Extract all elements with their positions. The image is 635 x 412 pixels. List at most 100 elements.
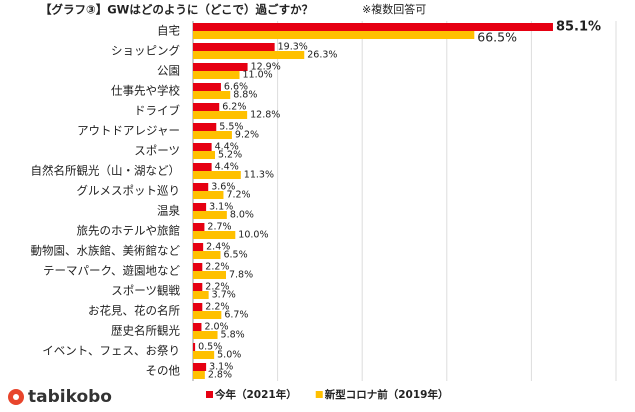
bar: [193, 351, 215, 359]
value-label: 66.5%: [477, 30, 517, 45]
bar: [193, 23, 553, 31]
bar: [193, 251, 221, 259]
category-label: 仕事先や学校: [111, 84, 180, 98]
category-label: 自然名所観光（山・湖など）: [31, 164, 181, 178]
bar: [193, 111, 248, 119]
category-label: ショッピング: [111, 44, 180, 58]
value-label: 12.9%: [251, 62, 281, 73]
value-label: 11.3%: [244, 170, 274, 181]
legend-swatch: [206, 391, 213, 398]
bar: [193, 223, 205, 231]
category-label: スポーツ: [134, 144, 180, 158]
category-label: 動物園、水族館、美術館など: [31, 244, 181, 258]
value-label: 10.0%: [238, 230, 268, 241]
bar: [193, 123, 217, 131]
value-label: 6.7%: [224, 310, 248, 321]
value-label: 7.2%: [226, 190, 250, 201]
chart-note: ※複数回答可: [362, 2, 426, 16]
bar: [193, 243, 204, 251]
bar: [193, 363, 207, 371]
value-label: 6.5%: [223, 250, 247, 261]
value-label: 3.1%: [209, 362, 233, 373]
value-label: 0.5%: [198, 342, 222, 353]
legend-label: 今年（2021年）: [214, 388, 297, 401]
bar: [193, 51, 305, 59]
bar: [193, 343, 196, 351]
bar: [193, 303, 203, 311]
logo: tabikobo: [8, 387, 112, 407]
value-label: 2.8%: [208, 370, 232, 381]
bar: [193, 43, 275, 51]
value-label: 5.8%: [221, 330, 245, 341]
value-label: 2.0%: [204, 322, 228, 333]
value-label: 4.4%: [215, 142, 239, 153]
chart-title: 【グラフ③】GWはどのように（どこで）過ごすか？: [40, 3, 313, 17]
bar: [193, 271, 226, 279]
value-label: 11.0%: [243, 70, 273, 81]
legend-swatch: [315, 391, 323, 398]
bar: [193, 323, 202, 331]
value-label: 2.2%: [205, 282, 229, 293]
value-label: 2.7%: [207, 222, 231, 233]
value-label: 7.8%: [229, 270, 253, 281]
value-label: 2.2%: [205, 302, 229, 313]
bar: [193, 203, 207, 211]
value-label: 2.2%: [205, 262, 229, 273]
value-label: 6.2%: [222, 102, 246, 113]
category-label: その他: [146, 364, 181, 378]
category-label: お花見、花の名所: [88, 304, 180, 318]
bar: [193, 263, 203, 271]
value-label: 5.0%: [217, 350, 241, 361]
bar: [193, 151, 215, 159]
bar: [193, 91, 231, 99]
value-label: 6.6%: [224, 82, 248, 93]
value-label: 8.0%: [230, 210, 254, 221]
value-label: 12.8%: [250, 110, 280, 121]
category-label: イベント、フェス、お祭り: [42, 344, 180, 358]
bar: [193, 371, 205, 379]
bar: [193, 291, 209, 299]
category-label: スポーツ観戦: [111, 284, 180, 298]
bar: [193, 131, 232, 139]
value-label: 2.4%: [206, 242, 230, 253]
category-label: 歴史名所観光: [111, 324, 180, 338]
bar: [193, 183, 209, 191]
value-label: 4.4%: [215, 162, 239, 173]
bar: [193, 311, 222, 319]
bar: [193, 63, 248, 71]
logo-text: tabikobo: [28, 387, 112, 407]
category-label: グルメスポット巡り: [77, 184, 181, 198]
bar: [193, 83, 221, 91]
bar: [193, 171, 241, 179]
bar: [193, 211, 227, 219]
category-label: ドライブ: [134, 104, 180, 118]
value-label: 26.3%: [307, 50, 337, 61]
legend-label: 新型コロナ前（2019年）: [325, 388, 449, 401]
category-label: テーマパーク、遊園地など: [43, 264, 180, 278]
logo-icon-dot: [13, 394, 19, 400]
bar: [193, 283, 203, 291]
value-label: 5.5%: [219, 122, 243, 133]
value-label: 3.1%: [209, 202, 233, 213]
category-label: アウトドアレジャー: [77, 124, 180, 138]
value-label: 9.2%: [235, 130, 259, 141]
bar: [193, 103, 220, 111]
value-label: 85.1%: [556, 20, 601, 35]
value-label: 5.2%: [218, 150, 242, 161]
value-label: 19.3%: [278, 42, 308, 53]
value-label: 3.6%: [211, 182, 235, 193]
bar: [193, 143, 212, 151]
bar: [193, 71, 240, 79]
value-label: 8.8%: [233, 90, 257, 101]
bar: [193, 31, 475, 39]
category-label: 旅先のホテルや旅館: [77, 224, 181, 238]
bar: [193, 231, 236, 239]
bar: [193, 191, 224, 199]
bar: [193, 331, 218, 339]
category-label: 温泉: [157, 204, 180, 218]
value-label: 3.7%: [212, 290, 236, 301]
category-label: 自宅: [157, 24, 180, 38]
bar: [193, 163, 212, 171]
category-label: 公園: [157, 64, 180, 78]
